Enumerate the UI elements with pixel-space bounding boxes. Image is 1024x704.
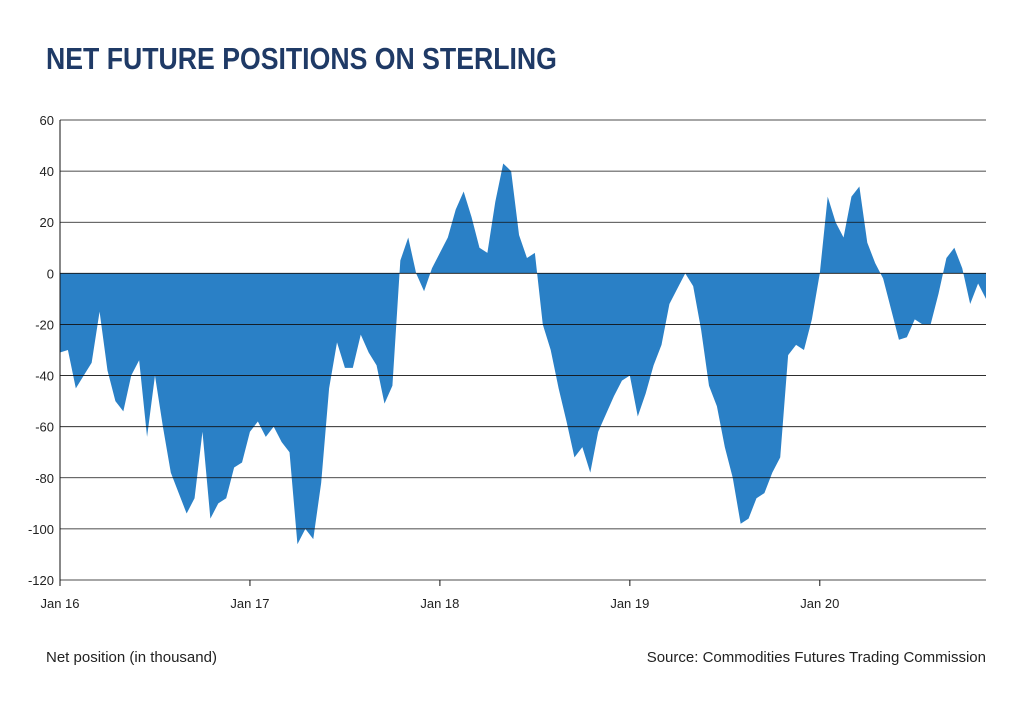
y-tick-label: -80 <box>35 471 54 486</box>
y-tick-label: -40 <box>35 369 54 384</box>
y-tick-label: 40 <box>40 164 54 179</box>
x-tick-label: Jan 18 <box>420 596 459 611</box>
chart-title: NET FUTURE POSITIONS ON STERLING <box>46 42 557 76</box>
y-tick-label: -120 <box>28 573 54 588</box>
x-tick-label: Jan 19 <box>610 596 649 611</box>
y-tick-label: 0 <box>47 266 54 281</box>
source: Source: Commodities Futures Trading Comm… <box>647 649 986 666</box>
x-tick-label: Jan 20 <box>800 596 839 611</box>
y-tick-label: -60 <box>35 420 54 435</box>
y-tick-label: -100 <box>28 522 54 537</box>
y-tick-label: 20 <box>40 215 54 230</box>
x-tick-label: Jan 16 <box>40 596 79 611</box>
area <box>60 163 986 545</box>
y-tick-label: -20 <box>35 317 54 332</box>
y-tick-label: 60 <box>40 113 54 128</box>
x-tick-label: Jan 17 <box>230 596 269 611</box>
y-axis-note: Net position (in thousand) <box>46 649 217 666</box>
